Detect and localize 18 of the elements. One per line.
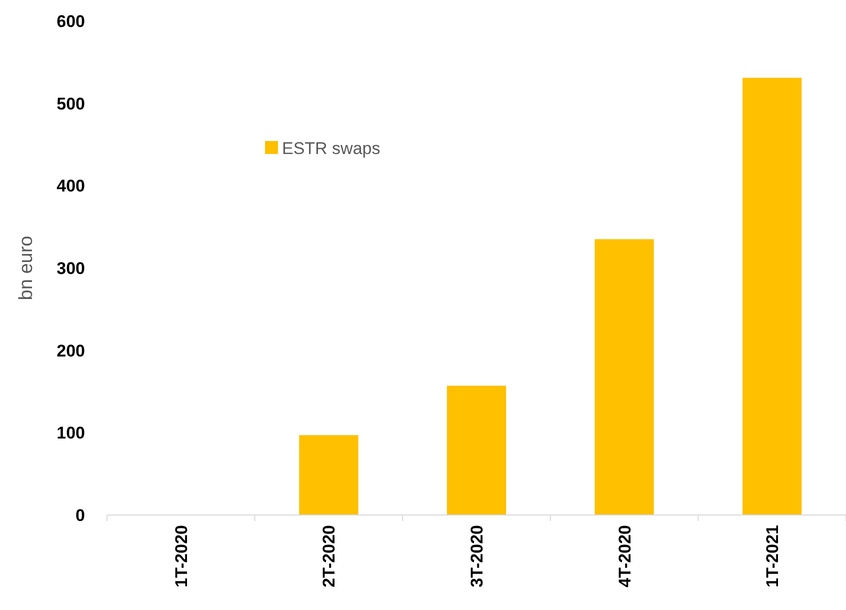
legend-label: ESTR swaps [282,138,380,158]
y-tick-label: 100 [56,424,85,443]
bar [742,78,802,515]
x-tick-label: 1T-2020 [172,525,191,588]
y-tick-label: 200 [56,341,85,360]
y-tick-label: 400 [56,176,85,196]
y-tick-label: 500 [56,94,85,114]
bar [594,239,654,515]
y-axis-title: bn euro [16,236,37,300]
y-tick-label: 600 [56,12,85,31]
y-tick-label: 0 [76,506,85,525]
y-tick-label: 300 [56,258,85,278]
bar [446,386,506,515]
bar [299,435,358,515]
x-tick-label: 2T-2020 [320,525,339,588]
x-tick-label: 1T-2021 [763,525,782,588]
x-tick-label: 3T-2020 [467,525,486,588]
x-tick-label: 4T-2020 [615,525,634,588]
